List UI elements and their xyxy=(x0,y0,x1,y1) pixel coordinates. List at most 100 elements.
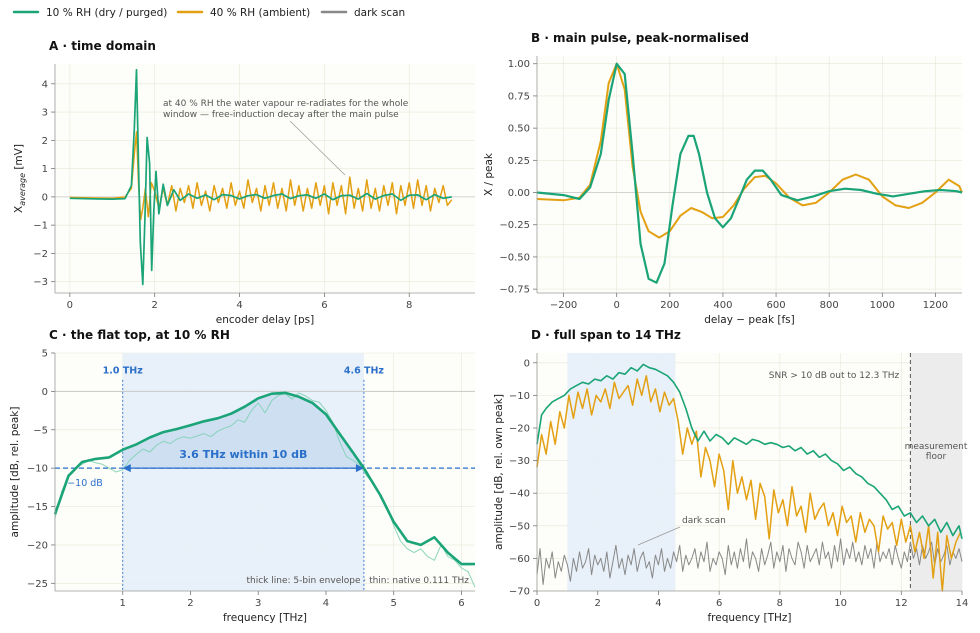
x-tick-label: 1 xyxy=(120,598,126,609)
legend-label-2: 40 % RH (ambient) xyxy=(210,7,310,19)
panel-c-flat-top: 1.0 THz 4.6 THz 3.6 THz within 10 dB −10 dB… xyxy=(9,328,476,624)
y-tick-label: 0.25 xyxy=(508,156,530,167)
y-tick-label: −1 xyxy=(33,221,48,232)
y-tick-label: 1 xyxy=(42,164,48,175)
passband-shade xyxy=(567,353,676,591)
y-tick-label: −25 xyxy=(27,579,48,590)
plot-area xyxy=(537,56,962,293)
y-axis-label: amplitude [dB, rel. own peak] xyxy=(493,394,505,550)
y-tick-label: −70 xyxy=(509,587,530,598)
x-tick-label: 600 xyxy=(767,300,786,311)
series-line-40rh xyxy=(536,375,962,592)
y-tick-label: 2 xyxy=(42,136,48,147)
y-tick-label: −15 xyxy=(27,502,48,513)
x-tick-label: 400 xyxy=(713,300,732,311)
passband-shade xyxy=(122,353,364,591)
native-line xyxy=(54,392,476,588)
series-line-dark xyxy=(536,538,963,585)
x-tick-label: 0 xyxy=(534,598,540,609)
panel-title: A · time domain xyxy=(49,39,156,53)
y-tick-label: −0.50 xyxy=(499,252,530,263)
y-tick-label: 0.00 xyxy=(508,188,530,199)
annotation-line-2: window — free-induction decay after the … xyxy=(163,110,399,120)
envelope-line xyxy=(53,391,475,566)
x-tick-label: −200 xyxy=(550,300,577,311)
x-tick-label: 14 xyxy=(956,598,969,609)
y-tick-label: −0.25 xyxy=(499,220,530,231)
x-tick-label: 4 xyxy=(655,598,661,609)
y-tick-label: 0.50 xyxy=(508,124,530,135)
series-line-10rh xyxy=(69,68,452,286)
y-tick-label: −0.75 xyxy=(499,285,530,296)
x-axis-label: encoder delay [ps] xyxy=(216,314,314,326)
panel-b-main-pulse: X / peak −200 0 200 400 600 800 1000 1200 −0.75 −0… xyxy=(483,31,963,326)
y-tick-label: 0.75 xyxy=(508,91,530,102)
span-arrowhead-right xyxy=(355,464,364,473)
span-label: 3.6 THz within 10 dB xyxy=(179,448,307,461)
span-arrowhead-left xyxy=(122,464,131,473)
x-tick-label: 12 xyxy=(895,598,908,609)
x-tick-label: 8 xyxy=(777,598,783,609)
x-tick-label: 5 xyxy=(391,598,397,609)
band-high-label: 4.6 THz xyxy=(344,366,385,377)
annotation-line-1: at 40 % RH the water vapour re-radiates … xyxy=(163,99,409,109)
y-tick-label: −50 xyxy=(509,521,530,532)
x-tick-label: 3 xyxy=(255,598,261,609)
x-tick-label: 800 xyxy=(820,300,839,311)
dark-scan-pointer xyxy=(637,526,681,546)
legend-label-1: 10 % RH (dry / purged) xyxy=(46,7,167,19)
x-tick-label: 6 xyxy=(321,300,327,311)
x-tick-label: 2 xyxy=(152,300,158,311)
y-axis-label: X / peak xyxy=(483,152,495,196)
y-tick-label: −10 xyxy=(27,464,48,475)
y-tick-label: −30 xyxy=(509,456,530,467)
y-tick-label: 0 xyxy=(42,387,48,398)
y-tick-label: −20 xyxy=(27,540,48,551)
y-tick-label: 0 xyxy=(524,358,530,369)
panel-a-time-domain: at 40 % RH the water vapour re-radiates … xyxy=(13,39,475,326)
x-axis-label: frequency [THz] xyxy=(707,612,791,624)
y-tick-label: 4 xyxy=(42,79,48,90)
x-tick-label: 200 xyxy=(660,300,679,311)
panel-title: C · the flat top, at 10 % RH xyxy=(49,328,230,342)
x-tick-label: 2 xyxy=(595,598,601,609)
panel-title: D · full span to 14 THz xyxy=(531,328,681,342)
y-tick-label: −20 xyxy=(509,423,530,434)
series-line-10rh xyxy=(536,363,963,539)
annotation-arrow xyxy=(289,120,346,176)
x-tick-label: 0 xyxy=(614,300,620,311)
y-tick-label: −5 xyxy=(33,425,48,436)
legend: 10 % RH (dry / purged) 40 % RH (ambient) d… xyxy=(12,7,405,19)
y-axis-label: Xaverage [mV] xyxy=(13,144,27,213)
legend-label-3: dark scan xyxy=(354,7,405,19)
y-tick-label: 0 xyxy=(42,192,48,203)
y-axis-label: amplitude [dB, rel. peak] xyxy=(9,407,21,538)
x-tick-label: 1000 xyxy=(870,300,895,311)
floor-label-line-1: measurement xyxy=(905,442,968,452)
series-line-10rh xyxy=(536,62,963,284)
x-axis-label: frequency [THz] xyxy=(223,612,307,624)
x-tick-label: 8 xyxy=(406,300,412,311)
x-axis-label: delay − peak [fs] xyxy=(704,314,795,326)
x-tick-label: 2 xyxy=(187,598,193,609)
y-tick-label: −2 xyxy=(33,249,48,260)
within-band-area xyxy=(122,392,364,469)
x-tick-label: 4 xyxy=(323,598,329,609)
footnote: thick line: 5-bin envelope · thin: nativ… xyxy=(246,576,469,586)
x-tick-label: 6 xyxy=(458,598,464,609)
x-tick-label: 0 xyxy=(67,300,73,311)
x-tick-label: 1200 xyxy=(923,300,948,311)
x-tick-label: 10 xyxy=(834,598,847,609)
panel-title: B · main pulse, peak-normalised xyxy=(531,31,749,45)
threshold-label: −10 dB xyxy=(67,478,103,489)
y-tick-label: 1.00 xyxy=(508,59,530,70)
x-tick-label: 4 xyxy=(236,300,242,311)
y-tick-label: −60 xyxy=(509,554,530,565)
y-tick-label: −40 xyxy=(509,489,530,500)
dark-scan-label: dark scan xyxy=(682,516,726,526)
snr-note: SNR > 10 dB out to 12.3 THz xyxy=(769,371,900,381)
x-tick-label: 6 xyxy=(716,598,722,609)
y-tick-label: 3 xyxy=(42,108,48,119)
